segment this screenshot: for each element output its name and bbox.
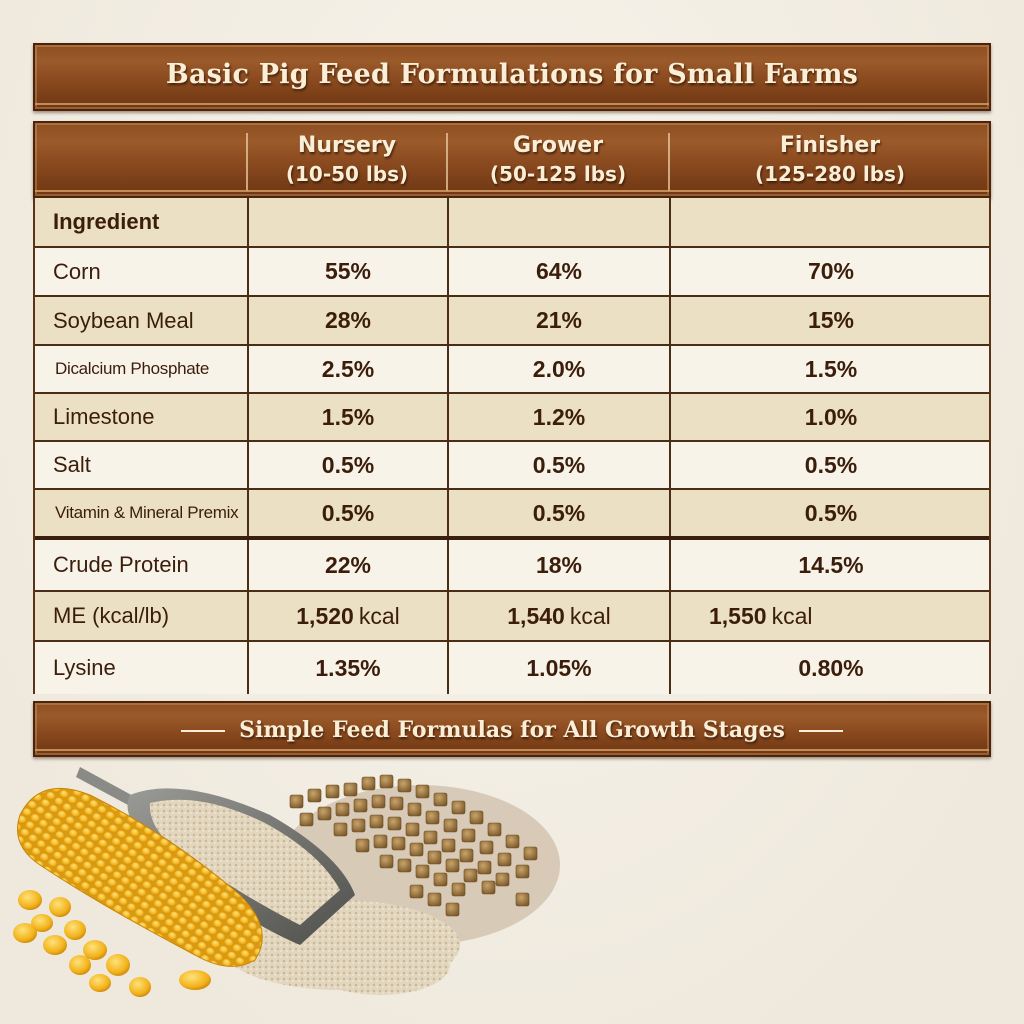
column-header-nursery: Nursery (10-50 lbs) <box>247 131 447 187</box>
column-header-bar: Nursery (10-50 lbs) Grower (50-125 lbs) … <box>33 121 991 198</box>
stage-name: Grower <box>512 133 604 158</box>
table-row: Vitamin & Mineral Premix 0.5% 0.5% 0.5% <box>35 490 989 540</box>
row-label: Salt <box>53 452 91 477</box>
table-cell: 28% <box>247 297 447 344</box>
table-row: Soybean Meal 28% 21% 15% <box>35 297 989 346</box>
row-label: ME (kcal/lb) <box>53 603 170 628</box>
energy-unit: kcal <box>569 602 611 629</box>
decorative-dash <box>181 730 226 732</box>
energy-unit: kcal <box>771 602 813 629</box>
table-cell: 0.80% <box>669 642 991 694</box>
table-cell: 1,540 kcal <box>447 592 669 640</box>
table-cell: 55% <box>247 248 447 295</box>
table-header-row: Ingredient <box>35 198 989 248</box>
column-divider <box>668 133 670 191</box>
page-title: Basic Pig Feed Formulations for Small Fa… <box>165 59 859 90</box>
table-cell: 22% <box>247 540 447 590</box>
table-row: Salt 0.5% 0.5% 0.5% <box>35 442 989 490</box>
table-cell: 14.5% <box>669 540 991 590</box>
table-cell: 1.5% <box>247 394 447 440</box>
row-label: Soybean Meal <box>53 307 194 333</box>
row-label: Limestone <box>53 404 155 429</box>
table-row: Limestone 1.5% 1.2% 1.0% <box>35 394 989 442</box>
table-cell: 64% <box>447 248 669 295</box>
table-cell: 0.5% <box>447 442 669 488</box>
metal-scoop-icon <box>76 767 355 945</box>
row-label: Lysine <box>53 655 116 680</box>
decorative-dash <box>798 730 843 732</box>
table-row: Corn 55% 64% 70% <box>35 248 989 297</box>
table-cell: 1.2% <box>447 394 669 440</box>
energy-value: 1,520 <box>296 602 354 629</box>
table-row: Dicalcium Phosphate 2.5% 2.0% 1.5% <box>35 346 989 394</box>
table-cell: 15% <box>669 297 991 344</box>
nutrient-row: Lysine 1.35% 1.05% 0.80% <box>35 642 989 694</box>
nutrient-row: ME (kcal/lb) 1,520 kcal 1,540 kcal 1,550 kc… <box>35 592 989 642</box>
energy-unit: kcal <box>358 602 400 629</box>
table-cell: 1,550 kcal <box>669 592 991 640</box>
feed-ingredients-illustration <box>13 767 560 997</box>
stage-name: Nursery <box>297 133 397 158</box>
table-cell: 1.0% <box>669 394 991 440</box>
row-label: Dicalcium Phosphate <box>55 359 209 378</box>
table-cell: 18% <box>447 540 669 590</box>
energy-value: 1,540 <box>507 602 565 629</box>
column-header-grower: Grower (50-125 lbs) <box>447 131 669 187</box>
footer-text: Simple Feed Formulas for All Growth Stag… <box>239 717 785 743</box>
table-cell <box>669 198 991 246</box>
table-cell: 1.35% <box>247 642 447 694</box>
row-label: Corn <box>53 258 101 284</box>
energy-value: 1,550 <box>709 602 767 629</box>
table-cell: 2.0% <box>447 346 669 392</box>
corn-kernels-icon <box>13 890 211 997</box>
footer-banner: Simple Feed Formulas for All Growth Stag… <box>33 701 991 757</box>
table-cell <box>247 198 447 246</box>
table-cell: 0.5% <box>247 442 447 488</box>
ingredient-header: Ingredient <box>53 209 160 234</box>
table-cell: 0.5% <box>669 490 991 536</box>
corn-cob-icon <box>17 787 263 967</box>
column-header-finisher: Finisher (125-280 lbs) <box>669 131 991 187</box>
table-cell: 2.5% <box>247 346 447 392</box>
footer-tagline: Simple Feed Formulas for All Growth Stag… <box>35 717 989 743</box>
table-cell: 0.5% <box>247 490 447 536</box>
weight-range: (10-50 lbs) <box>285 162 409 186</box>
table-cell <box>447 198 669 246</box>
row-label: Vitamin & Mineral Premix <box>55 503 239 522</box>
table-cell: 1.5% <box>669 346 991 392</box>
column-divider <box>246 133 248 191</box>
row-label: Crude Protein <box>53 552 189 577</box>
table-cell: 0.5% <box>669 442 991 488</box>
table-cell: 0.5% <box>447 490 669 536</box>
title-banner: Basic Pig Feed Formulations for Small Fa… <box>33 43 991 111</box>
nutrient-row: Crude Protein 22% 18% 14.5% <box>35 540 989 592</box>
column-divider <box>446 133 448 191</box>
feed-table: Ingredient Corn 55% 64% 70% Soybean Meal… <box>33 198 991 694</box>
stage-name: Finisher <box>779 133 881 158</box>
table-cell: 21% <box>447 297 669 344</box>
weight-range: (125-280 lbs) <box>754 162 906 186</box>
table-cell: 1,520 kcal <box>247 592 447 640</box>
table-cell: 70% <box>669 248 991 295</box>
weight-range: (50-125 lbs) <box>489 162 627 186</box>
table-cell: 1.05% <box>447 642 669 694</box>
